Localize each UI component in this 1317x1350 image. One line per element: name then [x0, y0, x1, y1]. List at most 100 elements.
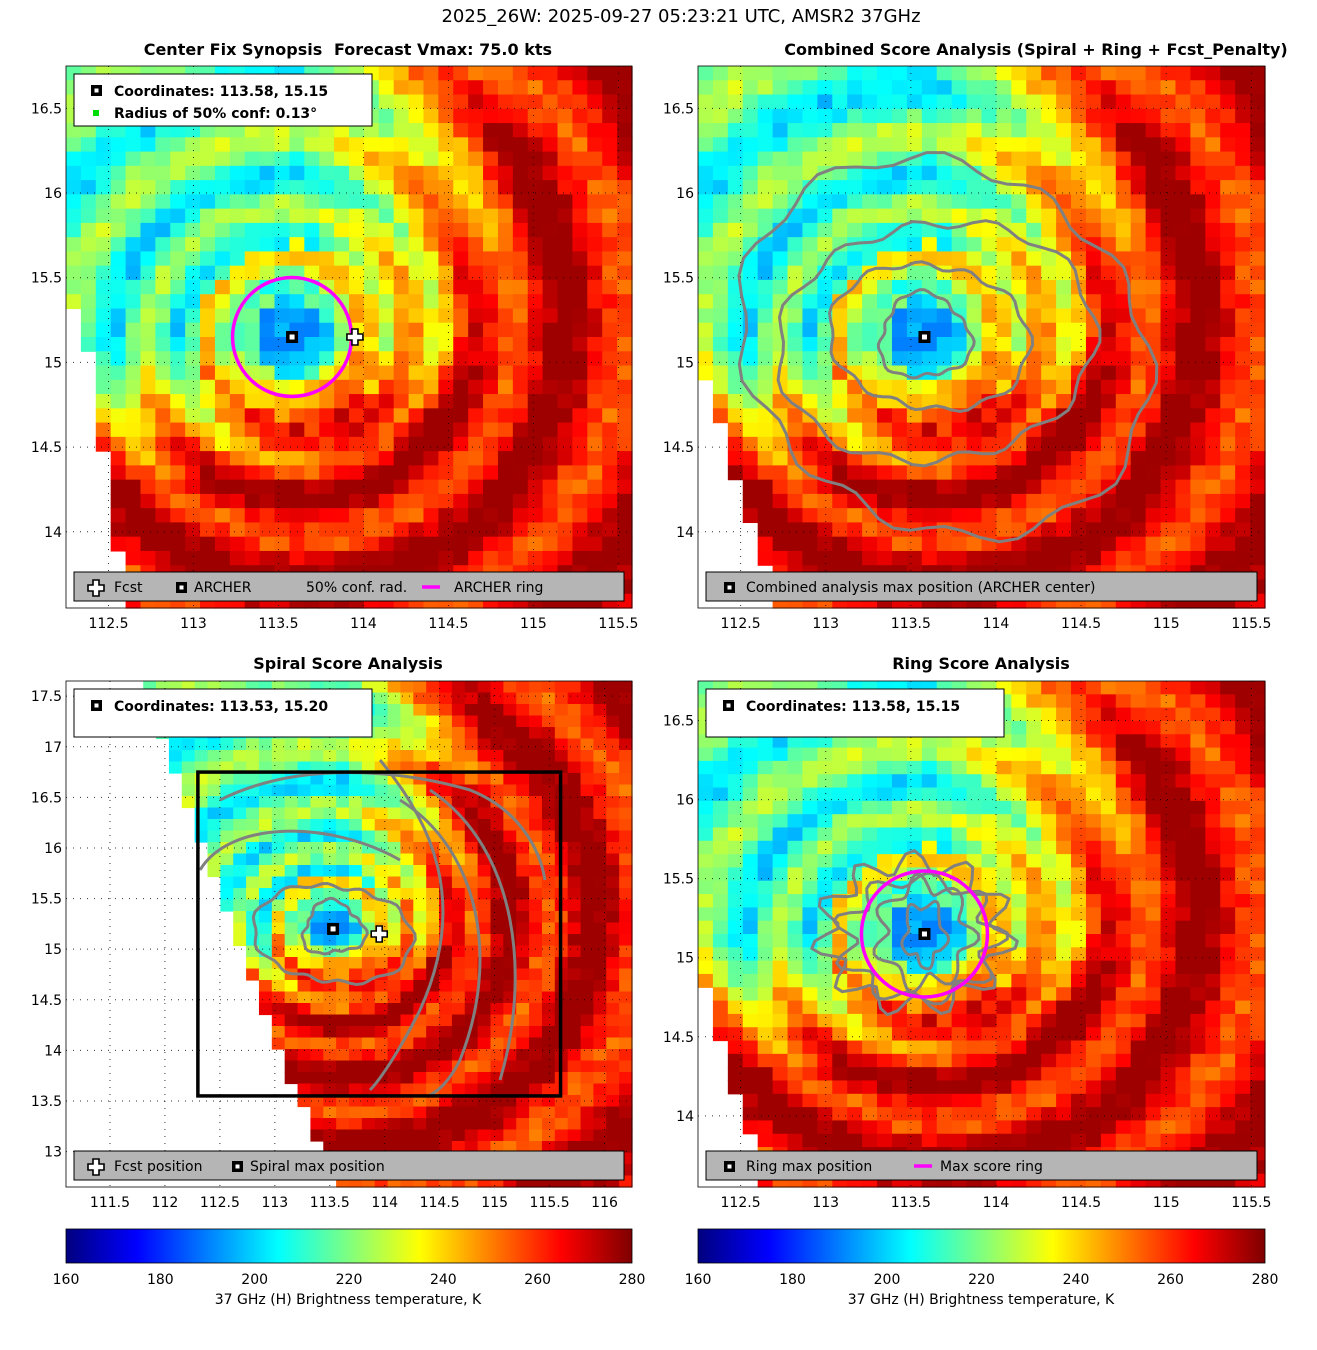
heatmap-cell [580, 750, 595, 763]
heatmap-cell [698, 960, 714, 975]
heatmap-cell [727, 66, 744, 81]
heatmap-cell [185, 294, 201, 310]
heatmap-cell [95, 365, 112, 381]
heatmap-cell [453, 137, 469, 153]
heatmap-cell [817, 814, 833, 829]
heatmap-cell [438, 66, 454, 81]
heatmap-cell [921, 294, 938, 310]
x-tick-label: 113.5 [891, 616, 931, 632]
heatmap-cell [297, 1014, 312, 1027]
heatmap-cell [619, 1049, 633, 1062]
heatmap-cell [772, 800, 789, 815]
heatmap-cell [1071, 194, 1087, 210]
heatmap-cell [393, 522, 410, 538]
heatmap-cell [619, 1141, 633, 1154]
heatmap-cell [200, 208, 216, 224]
heatmap-cell [1085, 479, 1102, 495]
heatmap-cell [170, 479, 186, 495]
heatmap-cell [527, 80, 544, 96]
heatmap-cell [1235, 66, 1251, 81]
heatmap-cell [1056, 550, 1072, 566]
heatmap-cell [477, 807, 492, 820]
heatmap-cell [1130, 151, 1147, 167]
heatmap-cell [319, 451, 335, 466]
heatmap-cell [787, 165, 804, 181]
heatmap-cell [1145, 123, 1162, 138]
heatmap-cell [512, 379, 529, 395]
heatmap-cell [619, 1072, 633, 1085]
heatmap-cell [464, 853, 479, 866]
heatmap-cell [423, 394, 439, 409]
heatmap-cell [1175, 337, 1191, 352]
heatmap-cell [966, 479, 983, 495]
heatmap-cell [413, 1026, 427, 1039]
heatmap-cell [742, 337, 759, 352]
heatmap-cell [155, 251, 171, 267]
heatmap-cell [483, 322, 499, 338]
heatmap-cell [363, 436, 380, 452]
heatmap-cell [602, 222, 618, 238]
heatmap-cell [847, 151, 863, 167]
heatmap-cell [877, 422, 893, 438]
heatmap-cell [334, 508, 350, 524]
heatmap-cell [1056, 351, 1072, 367]
heatmap-cell [742, 66, 759, 81]
heatmap-cell [802, 180, 818, 195]
heatmap-cell [757, 151, 774, 167]
heatmap-cell [423, 265, 439, 281]
heatmap-cell [1175, 137, 1191, 153]
heatmap-cell [413, 899, 427, 912]
heatmap-cell [757, 108, 774, 124]
heatmap-cell [185, 237, 201, 253]
heatmap-cell [503, 1060, 517, 1073]
heatmap-cell [378, 394, 395, 409]
heatmap-cell [921, 800, 938, 815]
heatmap-cell [698, 854, 714, 869]
heatmap-cell [244, 479, 261, 495]
heatmap-cell [393, 508, 410, 524]
heatmap-cell [541, 819, 556, 832]
heatmap-cell [862, 550, 878, 566]
heatmap-cell [817, 987, 833, 1002]
heatmap-cell [95, 137, 112, 153]
heatmap-cell [541, 1014, 556, 1027]
heatmap-cell [554, 704, 569, 717]
heatmap-cell [155, 237, 171, 253]
heatmap-cell [1160, 265, 1177, 281]
heatmap-cell [1115, 94, 1132, 110]
heatmap-cell [483, 536, 499, 552]
heatmap-cell [468, 222, 484, 238]
heatmap-cell [1026, 222, 1042, 238]
heatmap-cell [832, 934, 848, 948]
heatmap-cell [966, 422, 983, 438]
heatmap-cell [170, 465, 186, 481]
heatmap-cell [1085, 265, 1102, 281]
heatmap-cell [787, 550, 804, 566]
heatmap-cell [490, 750, 504, 763]
heatmap-cell [438, 123, 454, 138]
heatmap-cell [490, 1106, 504, 1119]
x-tick-label: 112.5 [88, 616, 128, 632]
heatmap-cell [606, 876, 620, 889]
heatmap-cell [936, 351, 953, 367]
heatmap-cell [921, 351, 938, 367]
heatmap-cell [155, 479, 171, 495]
heatmap-cell [617, 322, 633, 338]
heatmap-cell [529, 888, 543, 901]
heatmap-cell [712, 408, 729, 424]
heatmap-cell [361, 1072, 376, 1085]
heatmap-cell [542, 322, 559, 338]
heatmap-cell [1250, 493, 1266, 509]
heatmap-cell [906, 1013, 923, 1028]
heatmap-cell [1160, 436, 1177, 452]
heatmap-cell [772, 94, 789, 110]
heatmap-cell [66, 208, 82, 224]
heatmap-cell [1205, 308, 1221, 324]
heatmap-cell [200, 479, 216, 495]
heatmap-cell [772, 408, 789, 424]
heatmap-cell [289, 465, 305, 481]
heatmap-cell [757, 987, 774, 1002]
legend-bg [705, 571, 1258, 602]
heatmap-cell [349, 436, 365, 452]
heatmap-cell [289, 550, 305, 566]
